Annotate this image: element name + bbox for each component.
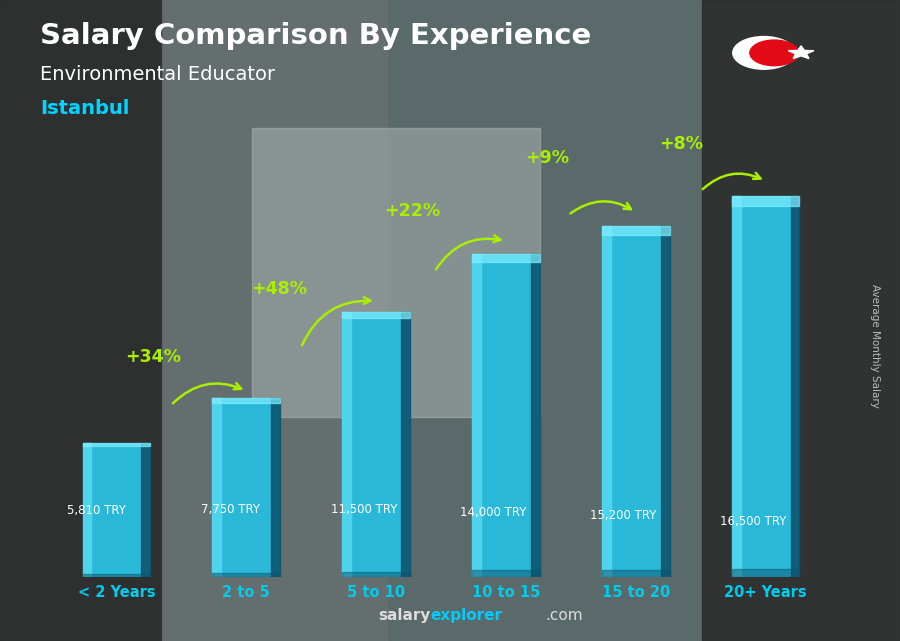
Bar [661,226,670,577]
Bar [0,0,162,641]
Polygon shape [788,46,814,58]
Bar [732,569,799,577]
Text: explorer: explorer [430,608,502,623]
Bar [83,574,150,577]
Circle shape [750,40,798,65]
Bar [790,196,799,577]
Text: +34%: +34% [125,349,181,367]
Bar [472,570,540,577]
Bar [602,570,670,577]
Bar [83,443,92,577]
Text: +22%: +22% [384,202,440,220]
Bar [472,254,540,262]
Bar [401,312,410,577]
Text: 7,750 TRY: 7,750 TRY [201,503,260,515]
Bar [271,398,280,577]
Text: 14,000 TRY: 14,000 TRY [461,506,526,519]
Bar [162,0,387,641]
Bar [732,196,799,577]
Bar [531,254,540,577]
Bar [212,398,221,577]
Bar [342,572,410,577]
Bar [141,443,150,577]
Text: 11,500 TRY: 11,500 TRY [330,503,397,516]
Text: 15,200 TRY: 15,200 TRY [590,509,657,522]
Bar [472,254,481,577]
Bar [342,312,410,318]
Text: 16,500 TRY: 16,500 TRY [720,515,787,528]
Bar [732,196,799,206]
Text: salary: salary [378,608,430,623]
Bar [212,573,280,577]
Bar [472,254,540,577]
Text: +9%: +9% [526,149,570,167]
Text: Environmental Educator: Environmental Educator [40,65,275,85]
Bar [342,312,351,577]
Bar [602,226,611,577]
Bar [702,0,900,641]
Text: .com: .com [545,608,583,623]
Bar [732,196,741,577]
Bar [602,226,670,235]
Text: Salary Comparison By Experience: Salary Comparison By Experience [40,22,592,51]
Bar [212,398,280,403]
Text: +8%: +8% [659,135,703,153]
Bar [83,443,150,577]
Text: +48%: +48% [251,280,307,298]
Text: Istanbul: Istanbul [40,99,130,119]
Bar [252,128,540,417]
Text: Average Monthly Salary: Average Monthly Salary [869,284,880,408]
Text: 5,810 TRY: 5,810 TRY [68,504,126,517]
Bar [83,443,150,446]
Circle shape [733,37,795,69]
Bar [602,226,670,577]
Bar [342,312,410,577]
Bar [212,398,280,577]
